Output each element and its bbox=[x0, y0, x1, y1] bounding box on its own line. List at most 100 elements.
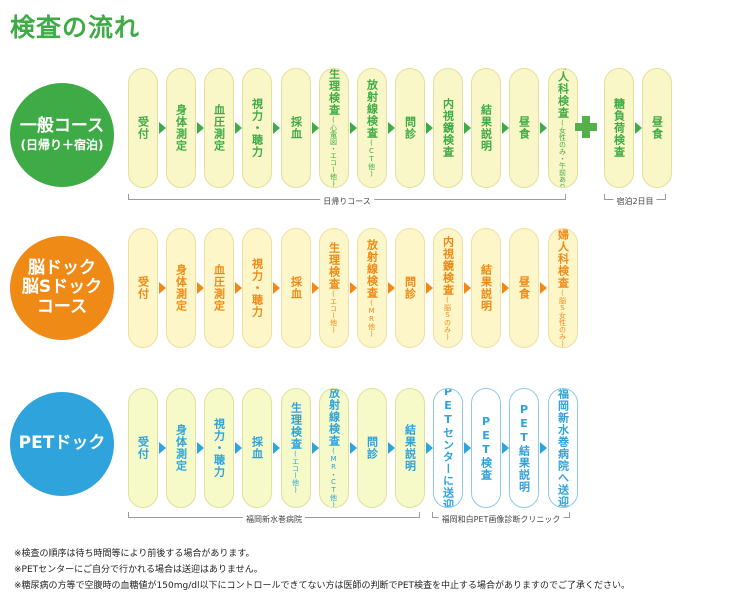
flow-step-label: 生理検査 bbox=[327, 242, 341, 290]
flow-step-pet: PET検査 bbox=[471, 388, 501, 508]
flow-step-label: 婦人科検査 bbox=[556, 68, 570, 119]
flow-step-brain: 生理検査(エコー他) bbox=[319, 228, 349, 348]
flow-step-note: (CT他) bbox=[367, 138, 376, 178]
flow-arrow-icon bbox=[502, 442, 509, 454]
flow-arrow-icon bbox=[388, 442, 395, 454]
flow-step-label: 問診 bbox=[365, 436, 379, 460]
flow-step-label: 採血 bbox=[250, 436, 264, 460]
flow-arrow-icon bbox=[350, 282, 357, 294]
flow-step-general: 受付 bbox=[128, 68, 158, 188]
flow-step-brain: 受付 bbox=[128, 228, 158, 348]
flow-arrow-icon bbox=[235, 442, 242, 454]
flow-step-general: 糖負荷検査 bbox=[604, 68, 634, 188]
flow-arrow-icon bbox=[388, 122, 395, 134]
flow-arrow-icon bbox=[312, 122, 319, 134]
flow-arrow-icon bbox=[197, 122, 204, 134]
flow-arrow-icon bbox=[540, 442, 547, 454]
flow-step-note: (MR他) bbox=[367, 298, 376, 338]
plus-icon bbox=[575, 116, 597, 138]
course-circle-brain: 脳ドック 脳Sドック コース bbox=[10, 236, 114, 340]
flow-step-general: 昼食 bbox=[509, 68, 539, 188]
flow-step-label: PET検査 bbox=[479, 415, 493, 481]
flow-step-brain: 問診 bbox=[395, 228, 425, 348]
flow-step-brain: 婦人科検査(脳S女性のみ) bbox=[548, 228, 578, 348]
page-title: 検査の流れ bbox=[10, 13, 141, 42]
flow-arrow-icon bbox=[635, 122, 642, 134]
course-name-brain-course: コース bbox=[36, 296, 88, 317]
label-pet-clinic: 福岡和白PET画像診断クリニック bbox=[438, 514, 564, 525]
flow-step-label: 身体測定 bbox=[174, 104, 188, 152]
course-name-pet: PETドック bbox=[18, 433, 106, 454]
flow-step-label: 放射線検査 bbox=[327, 388, 341, 447]
flow-arrow-icon bbox=[312, 442, 319, 454]
flow-step-label: PETセンターに送迎 bbox=[441, 388, 455, 508]
flow-arrow-icon bbox=[350, 442, 357, 454]
flow-step-brain: 血圧測定 bbox=[204, 228, 234, 348]
flow-step-label: 内視鏡検査 bbox=[441, 235, 455, 296]
flow-step-general: 結果説明 bbox=[471, 68, 501, 188]
flow-arrow-icon bbox=[426, 442, 433, 454]
flow-step-label: 内視鏡検査 bbox=[441, 98, 455, 158]
flow-arrow-icon bbox=[273, 122, 280, 134]
flow-step-note: (心電図・エコー他) bbox=[329, 116, 338, 188]
flow-arrow-icon bbox=[159, 282, 166, 294]
flow-arrow-icon bbox=[273, 442, 280, 454]
flow-step-general: 生理検査(心電図・エコー他) bbox=[319, 68, 349, 188]
flow-step-label: 糖負荷検査 bbox=[612, 98, 626, 158]
flow-step-pet: 結果説明 bbox=[395, 388, 425, 508]
flow-step-label: 生理検査 bbox=[289, 402, 303, 450]
flow-step-pet: PETセンターに送迎 bbox=[433, 388, 463, 508]
flow-step-label: 採血 bbox=[289, 276, 303, 300]
flow-step-label: 血圧測定 bbox=[212, 264, 226, 312]
flow-step-brain: 採血 bbox=[281, 228, 311, 348]
flow-step-pet: 受付 bbox=[128, 388, 158, 508]
flow-arrow-icon bbox=[426, 122, 433, 134]
flow-step-general: 内視鏡検査 bbox=[433, 68, 463, 188]
label-stay-day2: 宿泊2日目 bbox=[613, 196, 657, 207]
flow-step-brain: 放射線検査(MR他) bbox=[357, 228, 387, 348]
flow-step-label: 視力・聴力 bbox=[250, 98, 264, 158]
flow-arrow-icon bbox=[197, 282, 204, 294]
flow-step-note: (脳S女性のみ) bbox=[558, 288, 567, 348]
flow-step-note: (MR・CT他) bbox=[329, 447, 338, 508]
flow-arrow-icon bbox=[388, 282, 395, 294]
flow-step-general: 視力・聴力 bbox=[242, 68, 272, 188]
flow-step-pet: 生理検査(エコー他) bbox=[281, 388, 311, 508]
course-circle-general: 一般コース (日帰り＋宿泊) bbox=[10, 83, 114, 187]
flow-step-label: 受付 bbox=[136, 116, 150, 140]
flow-step-label: 婦人科検査 bbox=[556, 228, 570, 289]
flow-step-label: 放射線検査 bbox=[365, 238, 379, 299]
flow-step-pet: 福岡新水巻病院へ送迎 bbox=[548, 388, 578, 508]
flow-arrow-icon bbox=[312, 282, 319, 294]
flow-arrow-icon bbox=[235, 282, 242, 294]
flow-arrow-icon bbox=[350, 122, 357, 134]
flow-step-label: 視力・聴力 bbox=[250, 258, 264, 318]
flow-step-label: 昼食 bbox=[517, 116, 531, 140]
flow-step-label: 生理検査 bbox=[327, 68, 341, 116]
flow-step-brain: 結果説明 bbox=[471, 228, 501, 348]
flow-step-brain: 内視鏡検査(脳Sのみ) bbox=[433, 228, 463, 348]
course-name-general: 一般コース bbox=[19, 116, 105, 137]
flow-step-pet: 採血 bbox=[242, 388, 272, 508]
flow-step-note: (エコー他) bbox=[329, 290, 338, 334]
flow-arrow-icon bbox=[273, 282, 280, 294]
flow-step-label: 放射線検査 bbox=[365, 78, 379, 139]
flow-step-label: 問診 bbox=[403, 116, 417, 140]
flow-step-label: 結果説明 bbox=[403, 424, 417, 472]
flow-arrow-icon bbox=[235, 122, 242, 134]
flow-step-general: 採血 bbox=[281, 68, 311, 188]
flow-step-label: 結果説明 bbox=[479, 104, 493, 152]
flow-step-note: (脳Sのみ) bbox=[443, 295, 452, 341]
flow-step-general: 婦人科検査(女性のみ・午前あり) bbox=[548, 68, 578, 188]
flow-step-label: 問診 bbox=[403, 276, 417, 300]
flow-step-brain: 昼食 bbox=[509, 228, 539, 348]
flow-step-label: 採血 bbox=[289, 116, 303, 140]
flow-step-general: 問診 bbox=[395, 68, 425, 188]
flow-step-general: 血圧測定 bbox=[204, 68, 234, 188]
course-circle-pet: PETドック bbox=[10, 392, 114, 496]
label-pet-hospital: 福岡新水巻病院 bbox=[243, 514, 305, 525]
course-name-brain: 脳ドック bbox=[28, 257, 96, 278]
flow-step-label: 受付 bbox=[136, 276, 150, 300]
flow-step-label: 身体測定 bbox=[174, 264, 188, 312]
label-day-course: 日帰りコース bbox=[320, 196, 374, 207]
